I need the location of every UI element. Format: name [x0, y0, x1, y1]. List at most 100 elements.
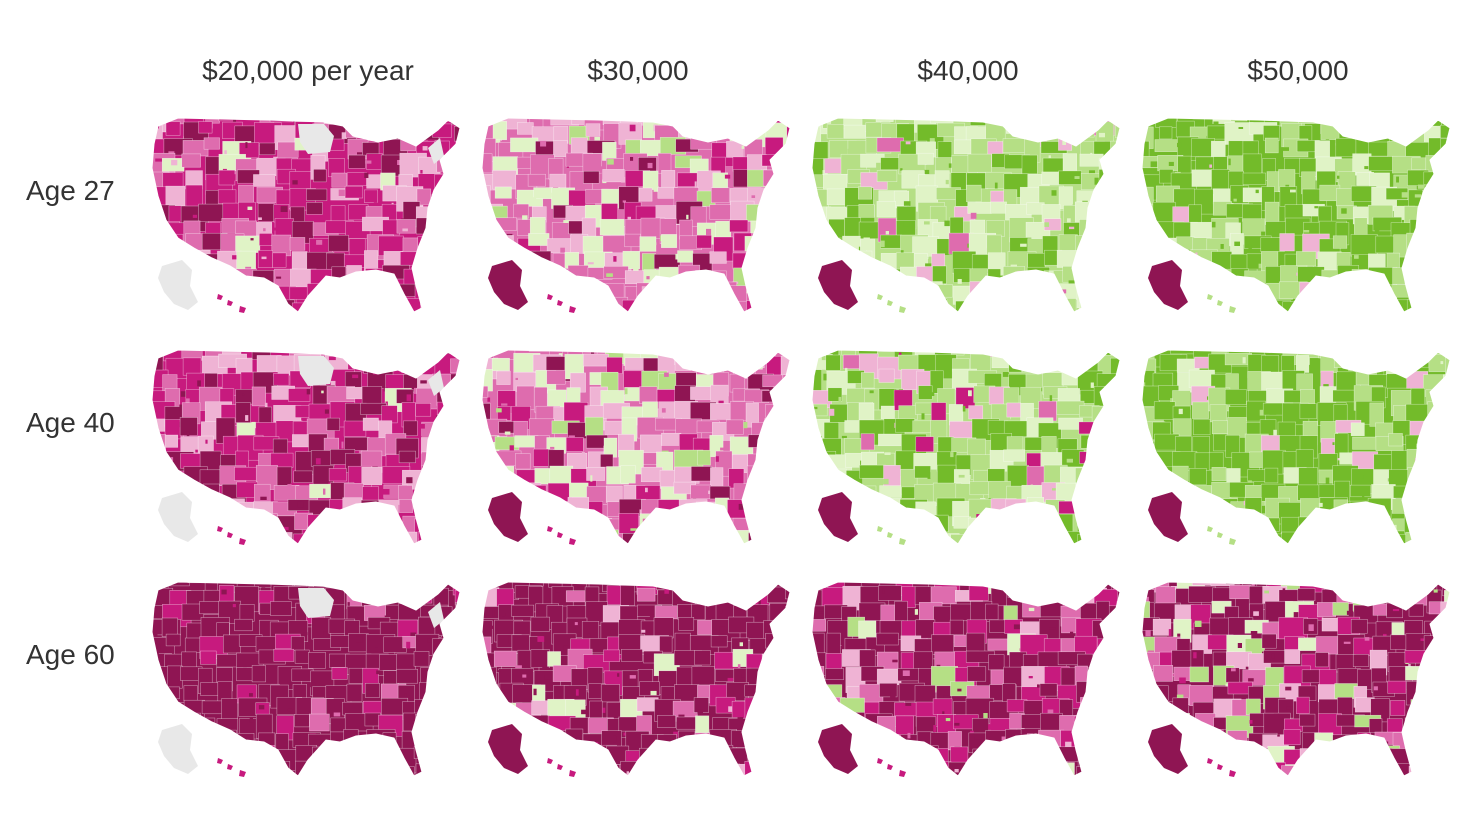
rating-area	[1111, 388, 1120, 405]
rating-area	[1350, 422, 1365, 437]
rating-area	[1442, 530, 1450, 544]
rating-area	[1096, 502, 1103, 507]
rating-area	[1078, 421, 1102, 435]
rating-area	[364, 779, 391, 791]
rating-area	[988, 654, 1005, 671]
rating-area	[1192, 436, 1210, 454]
rating-area	[1116, 601, 1120, 628]
rating-area	[1118, 575, 1122, 578]
rating-area	[641, 629, 646, 633]
rating-area	[708, 490, 711, 494]
rating-area	[376, 670, 382, 675]
rating-area	[542, 493, 546, 497]
rating-area	[1113, 267, 1120, 294]
rating-area	[1076, 732, 1100, 746]
rating-area	[1264, 590, 1269, 594]
rating-area	[709, 778, 737, 801]
rating-area	[634, 112, 640, 118]
rating-area	[198, 203, 226, 222]
rating-area	[291, 318, 306, 331]
rating-area	[869, 390, 874, 394]
rating-area	[199, 285, 217, 302]
rating-area	[841, 644, 847, 648]
rating-area	[396, 668, 418, 684]
rating-area	[204, 502, 234, 523]
rating-area	[890, 692, 896, 699]
rating-area	[1446, 234, 1450, 253]
rating-area	[1004, 582, 1021, 594]
rating-area	[1375, 585, 1389, 602]
rating-area	[1110, 239, 1114, 246]
rating-area	[450, 358, 460, 374]
rating-area	[1425, 466, 1450, 481]
rating-area	[690, 466, 713, 482]
rating-area	[914, 685, 936, 704]
rating-area	[155, 758, 160, 763]
rating-area	[1442, 434, 1450, 456]
rating-area	[1386, 373, 1410, 389]
rating-area	[508, 636, 515, 644]
rating-area	[1063, 350, 1086, 361]
rating-area	[1192, 530, 1208, 544]
rating-area	[447, 459, 454, 467]
rating-area	[274, 545, 298, 569]
rating-area	[1250, 549, 1269, 568]
rating-area	[1394, 789, 1397, 795]
map-age-27-20000	[148, 108, 468, 318]
rating-area	[730, 118, 745, 122]
rating-area	[1073, 715, 1103, 732]
rating-area	[515, 319, 539, 332]
rating-area	[694, 781, 709, 805]
rating-area	[812, 435, 823, 462]
rating-area	[417, 250, 442, 273]
rating-area	[1136, 548, 1159, 570]
rating-area	[918, 551, 940, 564]
rating-area	[985, 118, 999, 125]
rating-area	[1299, 403, 1317, 420]
rating-area	[1448, 144, 1450, 148]
rating-area	[715, 456, 719, 462]
rating-area	[1211, 221, 1216, 228]
rating-area	[585, 123, 601, 137]
rating-area	[241, 615, 245, 620]
rating-area	[375, 759, 381, 765]
rating-area	[1161, 118, 1167, 119]
rating-area	[361, 273, 364, 279]
rating-area	[1443, 190, 1450, 216]
rating-area	[1302, 534, 1329, 544]
rating-area-mosaic	[152, 118, 460, 331]
rating-area	[494, 548, 516, 572]
rating-area	[529, 282, 556, 297]
rating-area	[1386, 547, 1407, 563]
rating-area	[1338, 754, 1344, 761]
rating-area	[435, 218, 453, 243]
no-data-region	[428, 370, 444, 396]
rating-area	[397, 160, 401, 165]
rating-area	[482, 350, 496, 359]
rating-area	[533, 732, 536, 740]
rating-area	[953, 268, 971, 283]
rating-area	[714, 533, 718, 538]
us-outline	[481, 117, 791, 313]
rating-area	[746, 621, 767, 641]
rating-area	[1280, 778, 1297, 795]
rating-area	[1081, 486, 1100, 500]
rating-area	[345, 118, 366, 130]
rating-area	[1155, 118, 1178, 128]
rating-area	[1205, 532, 1227, 544]
rating-area	[513, 203, 529, 219]
rating-area	[1211, 318, 1239, 335]
rating-area	[492, 609, 495, 617]
rating-area	[764, 516, 780, 534]
rating-area	[1374, 515, 1391, 542]
rating-area	[1427, 668, 1450, 690]
rating-area	[768, 202, 790, 221]
rating-area	[1346, 294, 1351, 299]
rating-area	[1374, 761, 1393, 776]
rating-area	[1042, 285, 1059, 304]
rating-area	[1195, 729, 1218, 754]
rating-area	[415, 546, 442, 571]
rating-area	[801, 583, 805, 587]
rating-area	[291, 668, 314, 682]
rating-area	[1231, 746, 1249, 764]
